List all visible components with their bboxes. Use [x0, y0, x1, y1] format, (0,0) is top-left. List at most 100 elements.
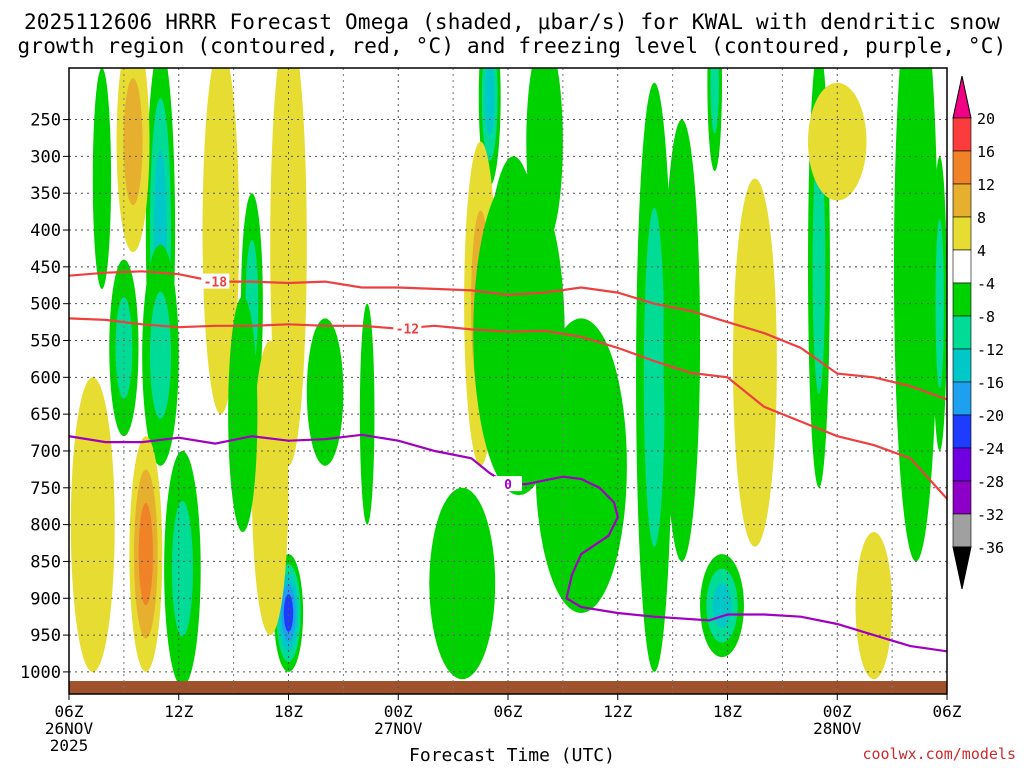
- x-tick-label: 00Z: [823, 702, 852, 721]
- colorbar-label: -36: [977, 539, 1004, 557]
- colorbar-label: 12: [977, 176, 995, 194]
- y-tick-label: 300: [30, 147, 61, 167]
- omega-cell-6: [116, 68, 150, 253]
- colorbar-label: -28: [977, 473, 1004, 491]
- credit-text: coolwx.com/models: [862, 745, 1016, 763]
- y-tick-label: 950: [30, 626, 61, 646]
- omega-band: [855, 531, 893, 680]
- contour-label: -18: [204, 276, 228, 291]
- y-tick-label: 600: [30, 368, 61, 388]
- omega-cell-30: [526, 68, 563, 245]
- colorbar-swatch: [952, 348, 972, 383]
- omega-cell-13: [202, 68, 240, 415]
- omega-band: [535, 318, 627, 613]
- omega-band: [812, 139, 826, 394]
- chart-title-line-1: 2025112606 HRRR Forecast Omega (shaded, …: [23, 10, 1001, 34]
- omega-band: [123, 78, 143, 206]
- x-tick-label: 26NOV: [45, 719, 94, 738]
- omega-band: [228, 296, 258, 532]
- omega-band: [92, 68, 112, 289]
- x-tick-label: 12Z: [603, 702, 632, 721]
- x-axis-title: Forecast Time (UTC): [409, 745, 615, 766]
- y-tick-label: 900: [30, 589, 61, 609]
- colorbar-label: -32: [977, 506, 1004, 524]
- x-tick-label: 18Z: [274, 702, 303, 721]
- omega-band: [484, 68, 495, 136]
- x-tick-label: 12Z: [164, 702, 193, 721]
- omega-band: [732, 178, 777, 547]
- x-tick-label: 00Z: [384, 702, 413, 721]
- y-tick-label: 850: [30, 552, 61, 572]
- x-tick-label: 06Z: [55, 702, 84, 721]
- omega-band: [526, 68, 563, 245]
- x-tick-label: 06Z: [933, 702, 962, 721]
- omega-cell-31: [535, 318, 627, 613]
- colorbar-swatch: [952, 150, 972, 185]
- contour-freezing-level-0: [69, 433, 947, 653]
- colorbar-swatch: [952, 381, 972, 416]
- omega-band: [138, 503, 153, 606]
- y-tick-label: 400: [30, 221, 61, 241]
- omega-cell-8: [129, 436, 163, 672]
- colorbar-label: 8: [977, 209, 986, 227]
- contour-label-bg: [201, 273, 230, 289]
- colorbar-label: -4: [977, 275, 995, 293]
- contour-lines: -18 -12 0: [69, 270, 947, 653]
- omega-cell-21: [228, 296, 258, 532]
- omega-band: [643, 207, 665, 547]
- omega-band: [171, 501, 193, 637]
- chart-title-line-2: growth region (contoured, red, °C) and f…: [17, 34, 1007, 58]
- omega-band: [710, 68, 719, 134]
- omega-band: [202, 68, 240, 415]
- omega-band: [893, 68, 938, 562]
- y-tick-label: 700: [30, 442, 61, 462]
- omega-cell-5: [92, 68, 112, 289]
- y-tick-label: 550: [30, 331, 61, 351]
- omega-cell-44: [893, 68, 938, 562]
- y-tick-label: 350: [30, 184, 61, 204]
- x-tick-label: 18Z: [713, 702, 742, 721]
- colorbar-label: -8: [977, 308, 995, 326]
- omega-band: [115, 297, 133, 399]
- omega-cell-35: [700, 554, 744, 658]
- omega-band: [712, 583, 732, 628]
- colorbar-swatch: [952, 447, 972, 482]
- colorbar-label: -20: [977, 407, 1004, 425]
- omega-cell-22: [306, 318, 344, 466]
- omega-cell-9: [70, 377, 115, 672]
- colorbar-swatch: [952, 249, 972, 284]
- x-tick-label: 2025: [50, 736, 89, 755]
- colorbar-label: 20: [977, 110, 995, 128]
- colorbar-label: 4: [977, 242, 986, 260]
- omega-band: [70, 377, 115, 672]
- colorbar-swatch: [952, 513, 972, 548]
- omega-cell-11: [164, 450, 201, 687]
- omega-band: [306, 318, 344, 466]
- omega-cell-23: [359, 303, 375, 525]
- colorbar-swatch: [952, 414, 972, 449]
- colorbar-swatch: [952, 480, 972, 515]
- contour-label: 0: [504, 478, 512, 493]
- colorbar-label: 16: [977, 143, 995, 161]
- colorbar-label: -16: [977, 374, 1004, 392]
- y-axis: 250 300 350 400 450 500 550 600 650 700 750 800 850 9…: [20, 111, 69, 683]
- omega-cell-25: [429, 487, 496, 680]
- y-tick-label: 1000: [20, 663, 61, 683]
- contour-dgz-minus12: [69, 317, 947, 500]
- colorbar-label: -12: [977, 341, 1004, 359]
- colorbar-label: -24: [977, 440, 1004, 458]
- contour-label-bg: [393, 320, 422, 336]
- omega-band: [429, 487, 496, 680]
- colorbar-bottom-arrow: [952, 546, 972, 590]
- y-tick-label: 750: [30, 479, 61, 499]
- y-tick-label: 800: [30, 516, 61, 536]
- x-tick-label: 28NOV: [813, 719, 862, 738]
- omega-cell-38: [732, 178, 777, 547]
- colorbar: -36 -32 -28 -24 -20 -16 -12 -8 -4 4 8 12 16 20: [952, 75, 1004, 590]
- y-tick-label: 450: [30, 258, 61, 278]
- omega-band: [283, 594, 294, 632]
- omega-cell-36: [707, 68, 723, 172]
- y-tick-label: 250: [30, 111, 61, 131]
